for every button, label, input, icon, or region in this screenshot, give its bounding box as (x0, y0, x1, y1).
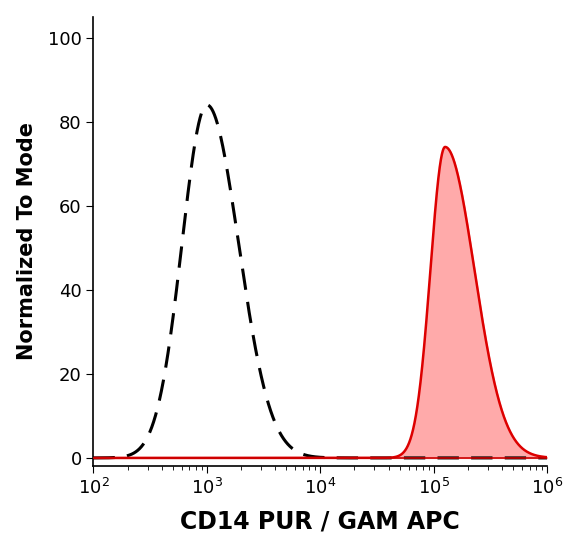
Y-axis label: Normalized To Mode: Normalized To Mode (17, 123, 37, 360)
X-axis label: CD14 PUR / GAM APC: CD14 PUR / GAM APC (180, 509, 460, 534)
